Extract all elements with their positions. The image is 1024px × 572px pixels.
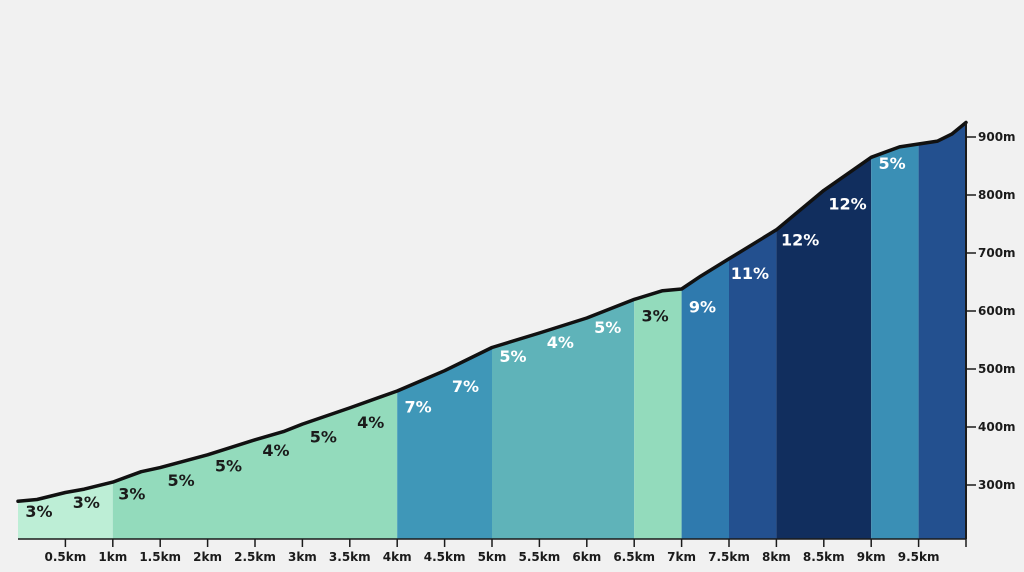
y-tick-label: 300m: [978, 478, 1016, 492]
y-tick-label: 800m: [978, 188, 1016, 202]
gradient-label: 3%: [25, 502, 52, 521]
y-tick-label: 500m: [978, 362, 1016, 376]
segment-7: [776, 157, 872, 540]
gradient-label: 12%: [781, 231, 819, 250]
gradient-label: 5%: [879, 154, 906, 173]
segment-8: [871, 144, 919, 539]
x-tick-label: 9.5km: [898, 550, 940, 564]
x-tick-label: 3.5km: [329, 550, 371, 564]
x-tick-label: 8.5km: [803, 550, 845, 564]
gradient-label: 11%: [731, 264, 769, 283]
gradient-label: 5%: [499, 347, 526, 366]
y-tick-label: 900m: [978, 130, 1016, 144]
y-axis: 300m 400m 500m 600m 700m 800m 900m: [965, 122, 1016, 539]
x-tick-label: 1.5km: [139, 550, 181, 564]
segment-6: [729, 229, 777, 540]
y-tick-label: 700m: [978, 246, 1016, 260]
x-tick-label: 6.5km: [613, 550, 655, 564]
x-tick-label: 3km: [288, 550, 317, 564]
segment-9: [918, 122, 966, 539]
gradient-label: 5%: [310, 428, 337, 447]
segment-4: [634, 289, 682, 539]
gradient-label: 4%: [357, 413, 384, 432]
x-tick-label: 7km: [667, 550, 696, 564]
gradient-segments: [18, 122, 966, 540]
gradient-label: 12%: [828, 195, 866, 214]
gradient-label: 5%: [215, 457, 242, 476]
gradient-labels: 3% 3% 3% 5% 5% 4% 5% 4% 7% 7% 5% 4% 5% 3% 9% 11% 12% 12% 5…: [25, 154, 905, 521]
gradient-label: 3%: [73, 493, 100, 512]
segment-0: [18, 482, 113, 539]
x-axis: 0.5km 1km 1.5km 2km 2.5km 3km 3.5km 4km 4.5km 5km…: [18, 538, 967, 564]
gradient-label: 7%: [405, 398, 432, 417]
gradient-label: 4%: [547, 333, 574, 352]
x-tick-label: 4.5km: [424, 550, 466, 564]
gradient-label: 3%: [118, 485, 145, 504]
x-tick-label: 7.5km: [708, 550, 750, 564]
y-tick-label: 400m: [978, 420, 1016, 434]
x-tick-label: 5.5km: [519, 550, 561, 564]
x-tick-label: 2km: [193, 550, 222, 564]
x-tick-label: 5km: [478, 550, 507, 564]
x-tick-label: 4km: [383, 550, 412, 564]
x-tick-label: 1km: [98, 550, 127, 564]
x-tick-label: 0.5km: [45, 550, 87, 564]
gradient-label: 9%: [689, 298, 716, 317]
segment-2: [397, 347, 492, 539]
y-tick-label: 600m: [978, 304, 1016, 318]
x-tick-label: 6km: [572, 550, 601, 564]
gradient-label: 7%: [452, 377, 479, 396]
segment-5: [681, 258, 729, 539]
x-tick-label: 2.5km: [234, 550, 276, 564]
elevation-line: [16, 120, 968, 503]
x-tick-label: 9km: [857, 550, 886, 564]
gradient-label: 4%: [262, 441, 289, 460]
x-tick-label: 8km: [762, 550, 791, 564]
gradient-label: 3%: [642, 306, 669, 325]
gradient-label: 5%: [594, 318, 621, 337]
segment-3: [492, 299, 635, 539]
segment-1: [112, 391, 398, 539]
gradient-label: 5%: [168, 471, 195, 490]
